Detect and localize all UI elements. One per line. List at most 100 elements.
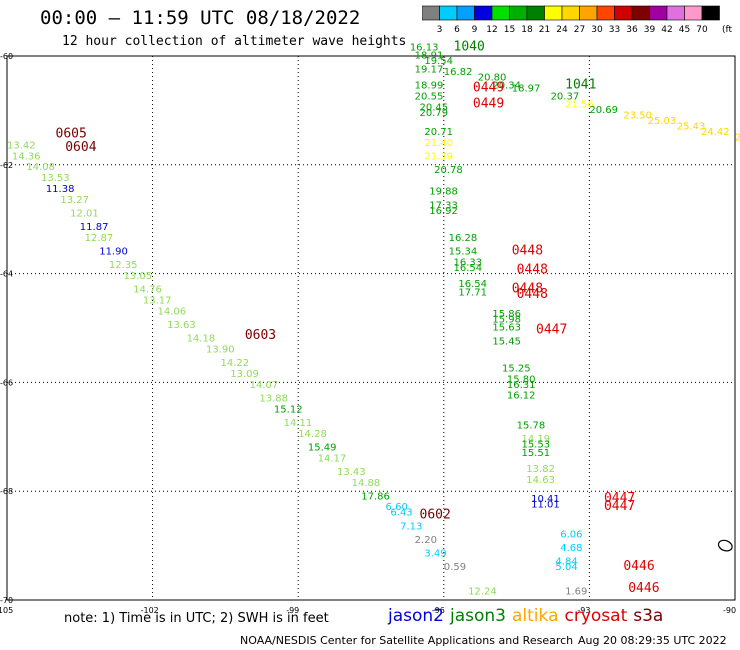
swh-label: 5.04 [555,562,577,573]
swh-label: 14.17 [318,453,347,464]
swh-label: 15.12 [274,404,303,415]
satellite-legend: jason2 jason3 altika cryosat s3a [388,606,669,626]
swh-label: 14.18 [187,334,216,345]
longitude-tick-label: -90 [723,606,736,615]
latitude-tick-label: -68 [0,487,13,496]
units-note: note: 1) Time is in UTC; 2) SWH is in fe… [64,611,329,626]
swh-label: 13.42 [7,140,36,151]
legend-cryosat: cryosat [564,606,628,626]
swh-label: 13.27 [60,195,89,206]
swh-label: 14.28 [298,429,327,440]
longitude-tick-label: -99 [286,606,299,615]
colorbar-label: 36 [626,25,638,35]
swh-label: 15.51 [521,448,550,459]
agency-credit: NOAA/NESDIS Center for Satellite Applica… [240,634,574,647]
swh-label: 6.60 [386,502,408,513]
swh-label: 7.13 [400,521,422,532]
swh-label: 20.78 [434,165,463,176]
swh-label: 17.33 [429,200,458,211]
swh-label: 15.78 [517,421,546,432]
longitude-tick-label: -93 [577,606,590,615]
latitude-tick-label: -62 [0,161,13,170]
pass-time-label: 0447 [536,322,567,337]
swh-label: 13.53 [41,173,70,184]
swh-label: 14.19 [521,434,550,445]
swh-label: 13.82 [526,464,555,475]
longitude-tick-label: -102 [141,606,159,615]
plot-frame [6,55,736,601]
swh-label: 12.24 [468,587,497,598]
legend-jason3: jason3 [450,606,506,626]
swh-label: 19.17 [415,64,444,75]
swh-label: 2.20 [415,535,437,546]
colorbar-label: 9 [472,25,478,35]
swh-label: 4.84 [555,557,577,568]
colorbar-label: 39 [644,25,656,35]
swh-label: 13.05 [123,271,152,282]
swh-label: 20.34 [492,81,521,92]
pass-time-label: 0449 [473,97,504,112]
colorbar-label: 18 [521,25,533,35]
island-outline [717,539,733,552]
swh-label: 6.43 [390,508,412,519]
swh-label: 20.71 [424,127,453,138]
swh-label: 20.45 [420,102,449,113]
swh-label: 15.49 [308,442,337,453]
swh-label: 17.86 [361,491,390,502]
pass-time-label: 1040 [454,40,485,55]
latitude-tick-label: -66 [0,378,13,387]
swh-label: 16.28 [449,233,478,244]
page-subtitle: 12 hour collection of altimeter wave hei… [62,34,407,49]
swh-label: 18.97 [512,83,541,94]
swh-label: 15.25 [502,364,531,375]
swh-label: 11.90 [99,247,128,258]
latitude-tick-label: -70 [0,596,13,605]
pass-time-label: 1041 [565,78,596,93]
pass-time-label: 0448 [517,263,548,278]
swh-label: 18.91 [415,51,444,62]
pass-time-label: 0448 [512,244,543,259]
swh-label: 15.86 [492,309,521,320]
swh-label: 15.98 [492,315,521,326]
colorbar-label: 45 [679,25,690,35]
pass-time-label: 0448 [512,282,543,297]
swh-label: 15.34 [449,247,478,258]
swh-label: 0.59 [444,562,466,573]
swh-label: 25.03 [648,116,677,127]
swh-label: 24.37 [735,132,740,143]
colorbar-swatch [701,5,720,21]
pass-time-label: 0603 [245,328,276,343]
colorbar-label: 30 [591,25,603,35]
swh-label: 11.87 [80,222,109,233]
latitude-tick-label: -64 [0,270,13,279]
swh-label: 21.39 [424,151,453,162]
latitude-tick-label: -60 [0,52,13,61]
swh-label: 4.68 [560,543,582,554]
swh-label: 16.31 [507,380,536,391]
colorbar-unit: (ft) [722,25,732,35]
swh-label: 16.54 [458,279,487,290]
colorbar-label: 70 [696,25,708,35]
swh-label: 14.22 [221,358,250,369]
pass-time-label: 0604 [65,140,96,155]
swh-label: 20.80 [478,72,507,83]
swh-label: 16.92 [429,206,458,217]
pass-time-label: 0602 [420,507,451,522]
pass-time-label: 0447 [604,491,635,506]
swh-label: 20.69 [589,105,618,116]
legend-jason2: jason2 [388,606,444,626]
swh-label: 25.43 [677,121,706,132]
colorbar-label: 6 [454,25,460,35]
colorbar-label: 12 [486,25,497,35]
longitude-tick-label: -96 [432,606,445,615]
pass-time-label: 0605 [56,127,87,142]
pass-time-label: 0449 [473,80,504,95]
swh-label: 12.35 [109,260,138,271]
swh-label: 15.80 [507,374,536,385]
colorbar-label: 42 [661,25,672,35]
swh-label: 20.37 [551,92,580,103]
swh-label: 12.01 [70,208,99,219]
longitude-tick-label: -105 [0,606,13,615]
